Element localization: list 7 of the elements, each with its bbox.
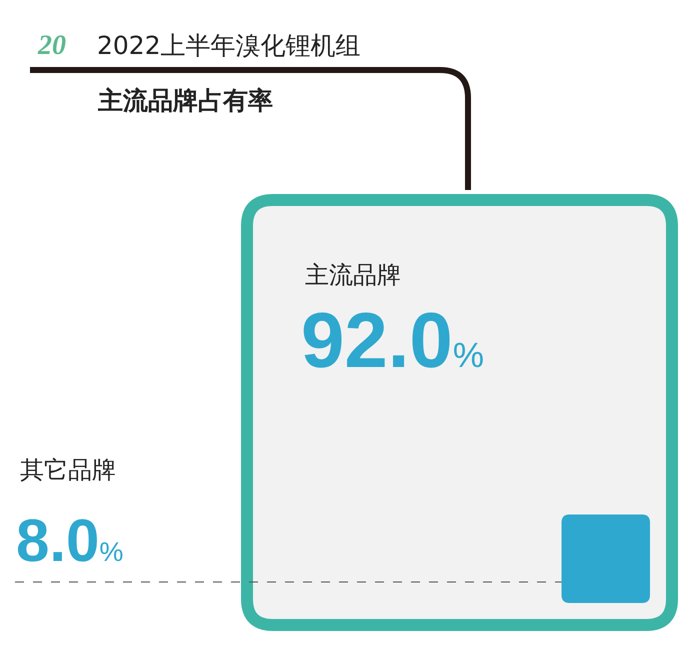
text: 2022上半年溴化锂机组	[97, 31, 361, 60]
data-label: 8.0%	[16, 507, 124, 574]
category-label: 主流品牌	[305, 261, 401, 289]
category-label: 其它品牌	[20, 456, 116, 484]
data-label: 92.0%	[301, 296, 484, 384]
text: 主流品牌占有率	[97, 86, 273, 115]
text: 20	[37, 30, 66, 61]
